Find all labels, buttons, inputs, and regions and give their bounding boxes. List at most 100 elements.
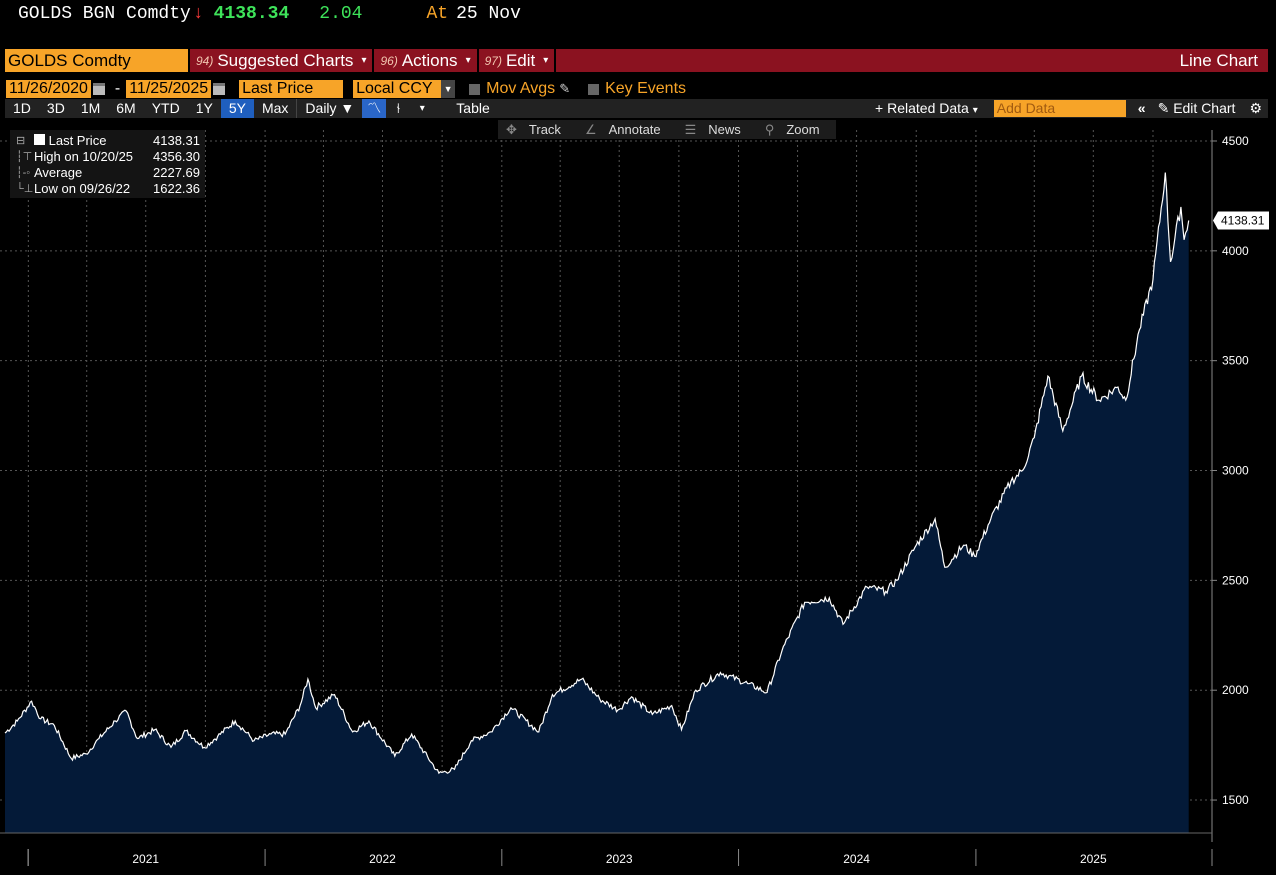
- caret-down-icon[interactable]: ▾: [419, 103, 425, 114]
- menu-number: 97): [484, 53, 502, 68]
- annotate-tool[interactable]: ∠ Annotate: [584, 121, 661, 137]
- legend-row-last: ⊟ Last Price 4138.31: [16, 132, 205, 148]
- track-tool[interactable]: ✥ Track: [506, 121, 561, 137]
- y-tick-label: 4000: [1222, 244, 1249, 258]
- edit-chart-label: Edit Chart: [1173, 100, 1236, 116]
- chart-type-label: Line Chart: [554, 49, 1268, 72]
- legend-row-low: └⊥ Low on 09/26/22 1622.36: [16, 180, 205, 196]
- chart-tools: ✥ Track ∠ Annotate ☰ News ⚲ Zoom: [498, 120, 836, 139]
- legend-row-high: ┆⊤ High on 10/20/25 4356.30: [16, 148, 205, 164]
- x-tick-label: 2021: [132, 852, 159, 866]
- period-5y[interactable]: 5Y: [220, 99, 254, 118]
- series-swatch: [34, 133, 45, 145]
- edit-button[interactable]: 97) Edit ▾: [476, 49, 555, 72]
- y-tick-label: 2000: [1222, 683, 1249, 697]
- suggested-charts-button[interactable]: 94) Suggested Charts ▾: [188, 49, 372, 72]
- legend-label: Average: [34, 164, 83, 180]
- y-tick-label: 2500: [1222, 573, 1249, 587]
- y-tick-label: 3000: [1222, 464, 1249, 478]
- y-tick-label: 3500: [1222, 354, 1249, 368]
- field-select[interactable]: Last Price: [239, 80, 344, 98]
- end-date-input[interactable]: 11/25/2025: [126, 80, 212, 98]
- price-change: 2.04: [319, 4, 363, 24]
- average-marker-icon: ┆-◦: [16, 166, 31, 179]
- price-area: [5, 172, 1189, 834]
- range-row: 11/26/2020 - 11/25/2025 Last Price Local…: [6, 80, 686, 98]
- menu-number: 96): [380, 53, 398, 68]
- last-price: 4138.34: [213, 4, 290, 24]
- range-separator: -: [114, 80, 121, 97]
- related-data-label: Related Data: [887, 100, 969, 116]
- period-max[interactable]: Max: [261, 100, 289, 116]
- y-axis-ticks: 1500 2000 2500 3000 3500 4000 4500: [1212, 134, 1249, 807]
- news-tool[interactable]: ☰ News: [684, 121, 741, 137]
- legend-value: 2227.69: [153, 164, 200, 180]
- period-6m[interactable]: 6M: [116, 100, 136, 116]
- currency-select[interactable]: Local CCY: [353, 80, 442, 98]
- mov-avgs-label[interactable]: Mov Avgs: [486, 80, 556, 97]
- legend-label: Low on 09/26/22: [34, 180, 131, 196]
- actions-button[interactable]: 96) Actions ▾: [372, 49, 476, 72]
- quote-header: GOLDS BGN Comdty ↓ 4138.34 2.04 At 25 No…: [18, 2, 521, 26]
- x-axis-ticks: 2021 2022 2023 2024 2025: [27, 849, 1213, 866]
- x-tick-label: 2024: [843, 852, 870, 866]
- down-arrow-icon: ↓: [192, 4, 204, 24]
- menu-label: Edit: [505, 50, 536, 70]
- legend-label: Last Price: [48, 132, 107, 148]
- last-value-label: 4138.31: [1221, 214, 1265, 228]
- mov-avgs-checkbox[interactable]: [469, 83, 481, 95]
- x-tick-label: 2025: [1080, 852, 1107, 866]
- gear-icon[interactable]: ⚙: [1249, 100, 1262, 116]
- caret-down-icon: ▾: [465, 55, 471, 66]
- chart-toolbar: 1D 3D 1M 6M YTD 1Y 5Y Max Daily ▼ 〽 ⫮ ▾ …: [5, 99, 1268, 118]
- menu-number: 94): [196, 53, 214, 68]
- frequency-label: Daily: [305, 100, 337, 116]
- calendar-icon[interactable]: [92, 83, 105, 95]
- low-marker-icon: └⊥: [16, 182, 34, 195]
- period-1d[interactable]: 1D: [13, 100, 31, 116]
- line-chart-icon[interactable]: 〽: [362, 99, 387, 118]
- chevron-down-icon[interactable]: ▼: [441, 80, 456, 98]
- chart-legend: ⊟ Last Price 4138.31 ┆⊤ High on 10/20/25…: [10, 130, 205, 198]
- menu-label: Suggested Charts: [217, 50, 354, 70]
- price-line: [4, 172, 1190, 775]
- edit-chart-button[interactable]: ✎ Edit Chart: [1157, 100, 1236, 116]
- frequency-select[interactable]: Daily ▼: [296, 99, 362, 118]
- related-data-button[interactable]: + Related Data ▾: [875, 100, 978, 116]
- ticker-label: GOLDS BGN Comdty: [18, 4, 191, 24]
- high-marker-icon: ┆⊤: [16, 150, 33, 163]
- pencil-icon[interactable]: ✎: [559, 81, 571, 96]
- x-tick-label: 2022: [369, 852, 396, 866]
- caret-down-icon: ▾: [972, 105, 978, 116]
- zoom-tool[interactable]: ⚲ Zoom: [764, 121, 820, 137]
- add-data-input[interactable]: Add Data: [993, 100, 1126, 117]
- calendar-icon[interactable]: [213, 83, 226, 95]
- legend-value: 1622.36: [153, 180, 200, 196]
- collapse-box-icon[interactable]: ⊟: [16, 134, 26, 147]
- period-1m[interactable]: 1M: [80, 100, 101, 116]
- start-date-input[interactable]: 11/26/2020: [6, 80, 91, 98]
- bar-chart-icon[interactable]: ⫮: [396, 100, 401, 116]
- collapse-icon[interactable]: «: [1137, 100, 1146, 116]
- key-events-label[interactable]: Key Events: [605, 80, 687, 97]
- legend-value: 4138.31: [153, 132, 200, 148]
- legend-value: 4356.30: [153, 148, 200, 164]
- period-3d[interactable]: 3D: [46, 100, 65, 116]
- table-button[interactable]: Table: [456, 100, 490, 116]
- last-value-marker: 4138.31: [1213, 211, 1269, 230]
- period-ytd[interactable]: YTD: [151, 100, 180, 116]
- security-field[interactable]: GOLDS Comdty: [5, 49, 188, 72]
- menu-label: Actions: [401, 50, 458, 70]
- legend-label: High on 10/20/25: [34, 148, 134, 164]
- y-tick-label: 4500: [1222, 134, 1249, 148]
- legend-row-average: ┆-◦ Average 2227.69: [16, 164, 205, 180]
- period-1y[interactable]: 1Y: [195, 100, 213, 116]
- x-tick-label: 2023: [606, 852, 633, 866]
- function-bar: GOLDS Comdty 94) Suggested Charts ▾ 96) …: [5, 49, 1268, 72]
- at-label: At: [426, 4, 449, 24]
- caret-down-icon: ▾: [361, 55, 367, 66]
- caret-down-icon: ▾: [543, 55, 549, 66]
- key-events-checkbox[interactable]: [588, 83, 600, 95]
- y-tick-label: 1500: [1222, 793, 1249, 807]
